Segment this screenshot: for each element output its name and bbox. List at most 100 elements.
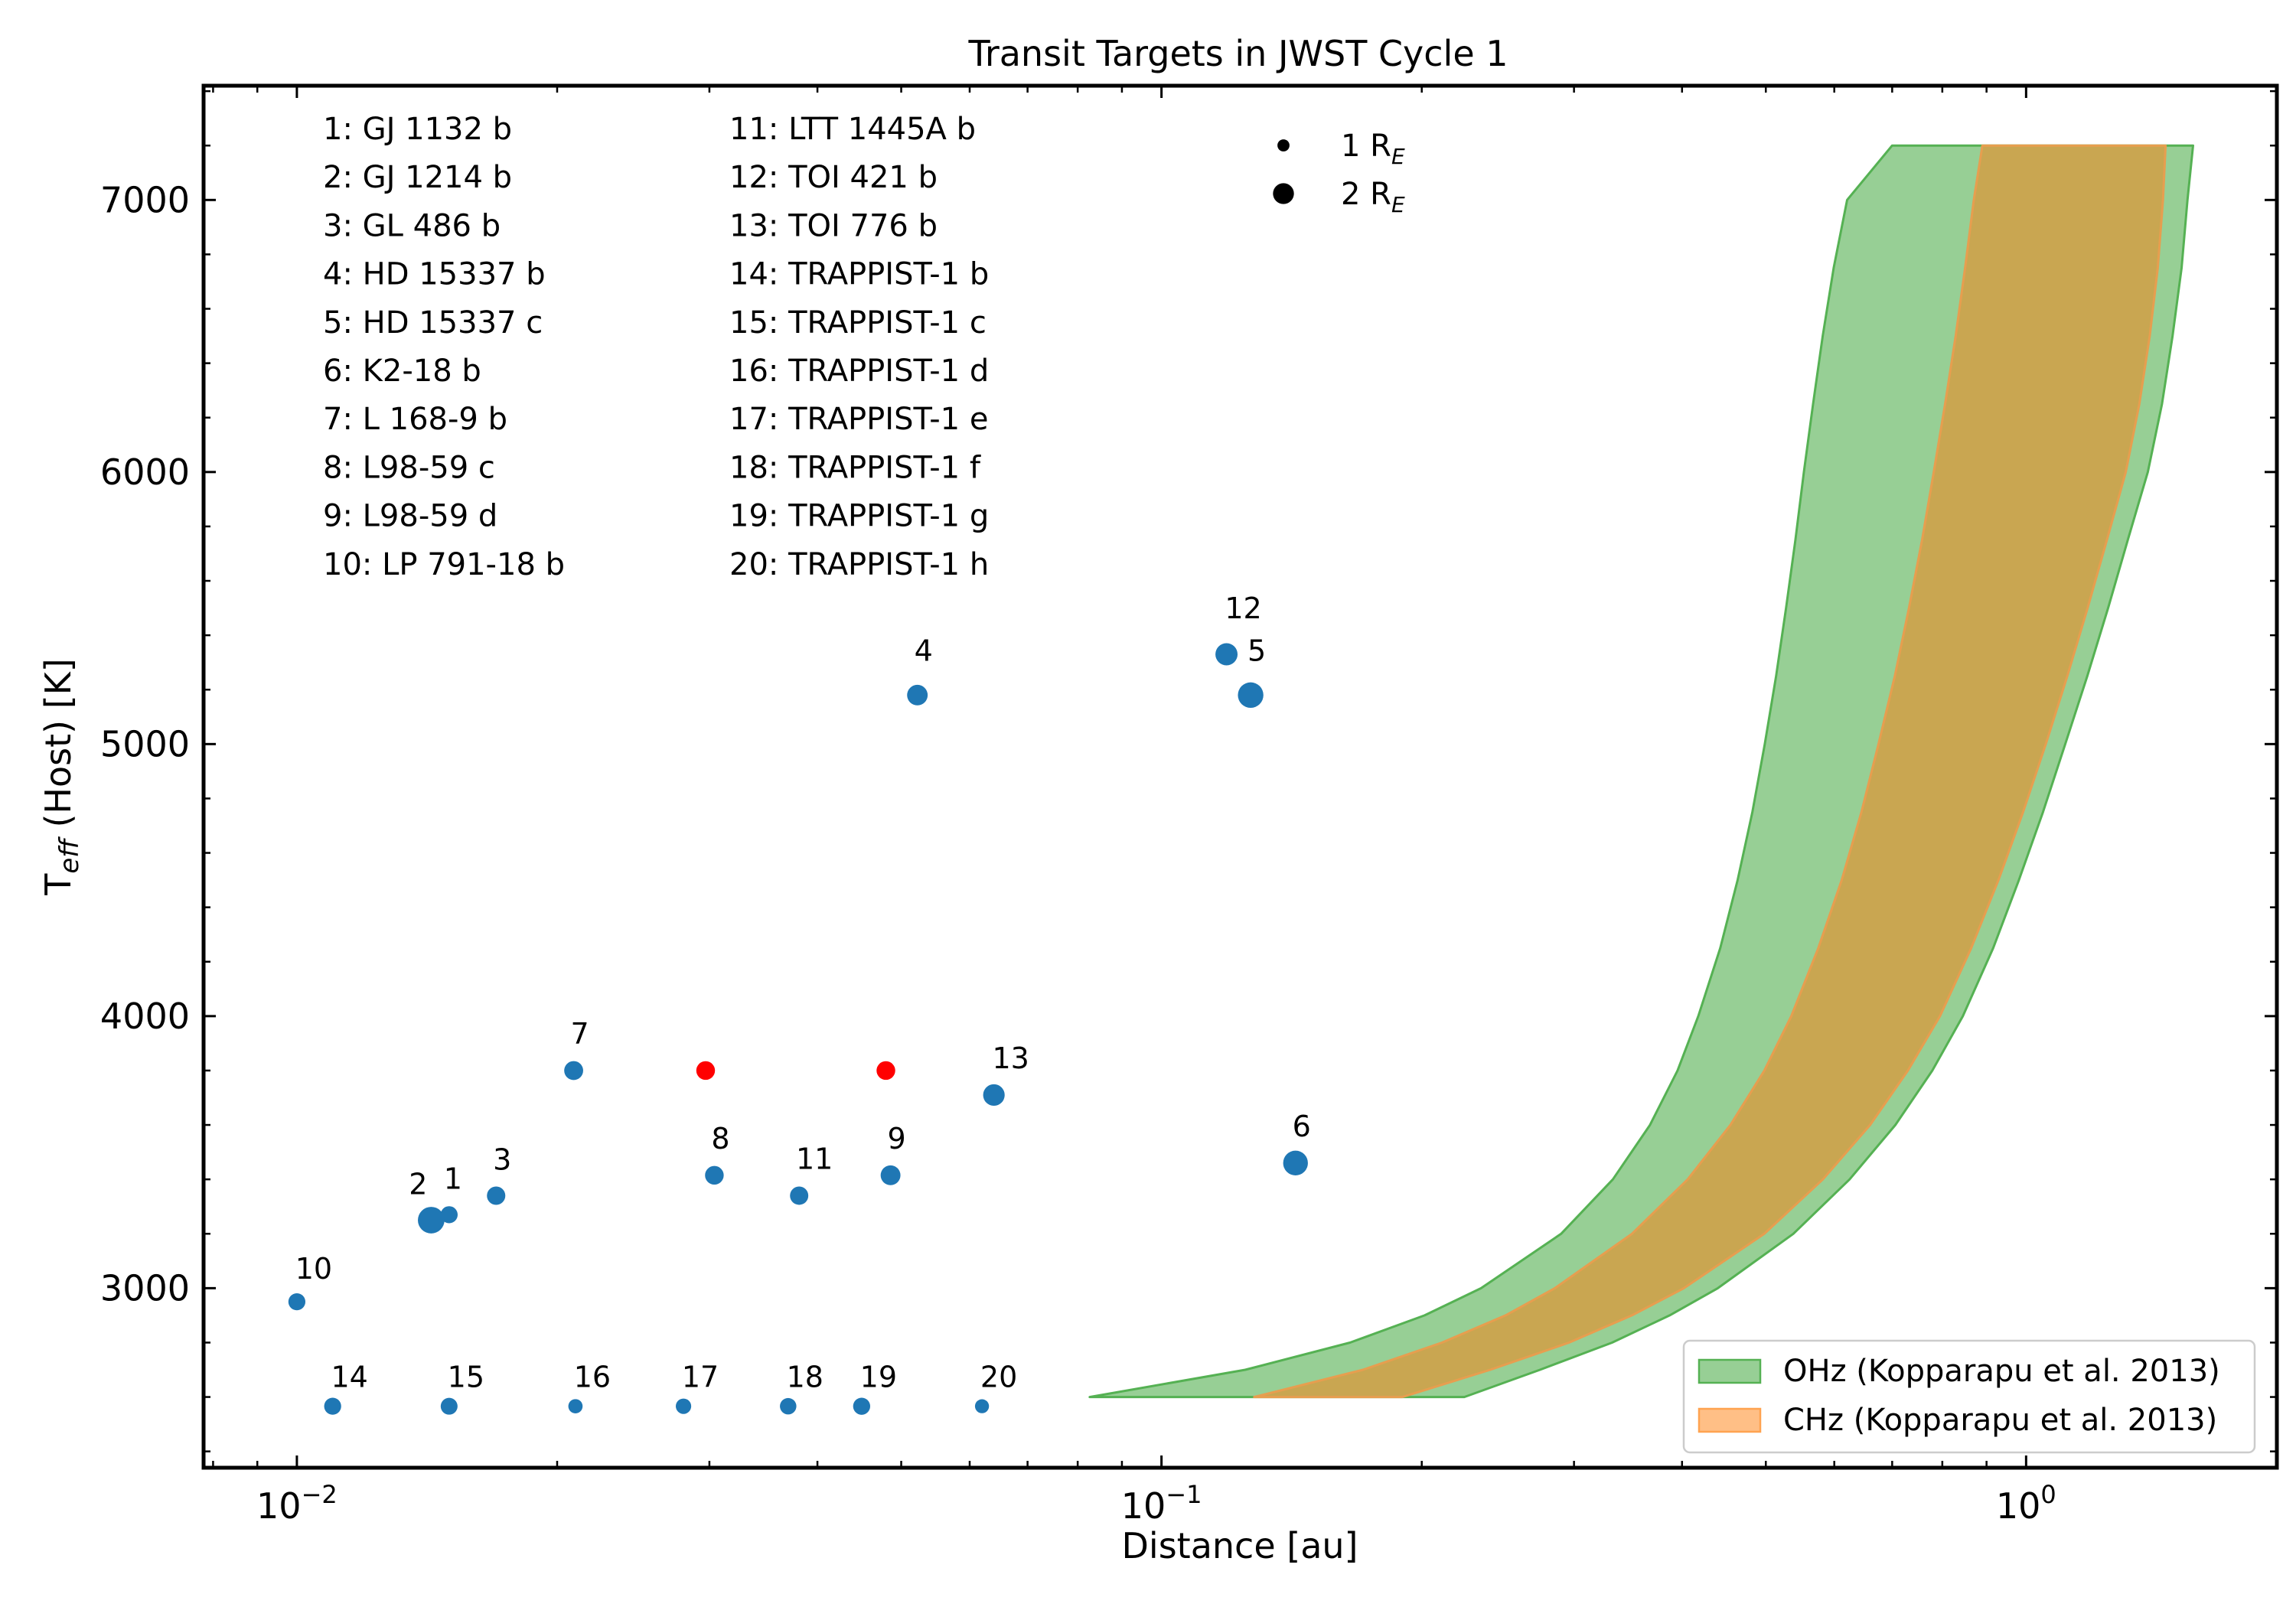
data-point-18 [780,1397,797,1415]
legend-ohz-label: OHz (Kopparapu et al. 2013) [1783,1354,2220,1389]
x-tick-label-base: 10 [1996,1485,2041,1527]
data-point-1 [440,1206,458,1224]
x-tick-label-base: 10 [1121,1485,1166,1527]
y-tick-label-7000: 7000 [100,179,190,220]
data-point-20 [974,1399,990,1413]
size-legend-sub: E [1391,144,1405,169]
chart-title: Transit Targets in JWST Cycle 1 [967,33,1508,74]
axes-frame [201,83,2279,1470]
y-tick-label-6000: 6000 [100,451,190,493]
y-axis-label-rest: (Host) [K] [38,658,79,839]
data-point-7 [564,1061,583,1081]
size-legend-base: 1 R [1341,129,1391,164]
x-tick-label-exponent: 0 [2040,1480,2056,1509]
point-label-11: 11 [796,1142,833,1175]
point-label-17: 17 [682,1361,719,1394]
data-point-10 [288,1293,306,1311]
ohz-band [1088,144,2194,1399]
band-legend-box [1682,1339,2256,1454]
planet-name-14: 14: TRAPPIST-1 b [729,257,989,292]
size-legend-marker-1 [1277,139,1290,152]
point-label-2: 2 [409,1167,427,1201]
point-label-8: 8 [711,1122,729,1156]
size-legend-marker-2 [1273,183,1294,204]
data-point-8 [705,1165,724,1185]
chz-band [1253,144,2167,1399]
planet-name-19: 19: TRAPPIST-1 g [729,499,989,534]
point-label-20: 20 [980,1361,1017,1394]
data-point-14 [324,1397,341,1415]
band-legend: OHz (Kopparapu et al. 2013) CHz (Kopparap… [1682,1339,2256,1454]
highlight-point-2 [876,1061,895,1081]
planet-name-5: 5: HD 15337 c [323,305,543,341]
planet-name-20: 20: TRAPPIST-1 h [729,547,989,582]
point-label-13: 13 [992,1041,1029,1075]
point-label-12: 12 [1225,592,1261,625]
planet-name-3: 3: GL 486 b [323,208,501,243]
planet-name-12: 12: TOI 421 b [729,160,938,195]
point-label-15: 15 [448,1361,484,1394]
x-axis-label: Distance [au] [1122,1525,1358,1566]
data-point-15 [440,1397,458,1415]
plot-content [288,144,2194,1415]
y-axis-label-base: T [38,873,79,896]
legend-ohz-swatch [1698,1358,1762,1384]
point-label-10: 10 [295,1252,332,1286]
size-legend-base: 2 R [1341,177,1391,212]
x-tick-label-base: 10 [256,1485,302,1527]
planet-name-13: 13: TOI 776 b [729,208,938,243]
data-point-16 [568,1399,583,1413]
point-label-16: 16 [574,1361,611,1394]
size-legend-label-2: 2 RE [1341,177,1405,217]
size-legend-sub: E [1391,192,1405,217]
data-point-13 [983,1084,1005,1107]
planet-name-15: 15: TRAPPIST-1 c [729,305,987,341]
point-label-4: 4 [915,634,933,667]
planet-name-9: 9: L98-59 d [323,499,497,534]
planet-name-10: 10: LP 791-18 b [323,547,565,582]
legend-chz-label: CHz (Kopparapu et al. 2013) [1783,1403,2217,1438]
y-axis-label: Teff (Host) [K] [38,658,85,896]
plot-area [288,144,2194,1415]
point-label-5: 5 [1247,634,1266,667]
planet-name-16: 16: TRAPPIST-1 d [729,354,989,389]
planet-name-1: 1: GJ 1132 b [323,112,512,147]
data-point-3 [487,1186,506,1205]
size-legend-label-1: 1 RE [1341,129,1405,169]
planet-name-17: 17: TRAPPIST-1 e [729,402,988,437]
planet-name-7: 7: L 168-9 b [323,402,507,437]
x-tick-label-exponent: −1 [1166,1480,1202,1509]
data-point-5 [1238,682,1264,709]
y-axis-label-subscript: eff [54,836,85,874]
data-point-4 [907,684,928,706]
point-label-6: 6 [1293,1110,1311,1143]
x-tick-label-exponent: −2 [302,1480,338,1509]
point-label-9: 9 [888,1122,906,1156]
planet-name-8: 8: L98-59 c [323,450,495,485]
planet-name-4: 4: HD 15337 b [323,257,546,292]
data-point-19 [853,1397,871,1415]
point-label-3: 3 [493,1143,511,1176]
point-label-19: 19 [860,1361,897,1394]
data-point-2 [418,1207,445,1234]
data-point-12 [1215,643,1238,666]
x-tick-label-0: 100 [1996,1480,2056,1527]
highlight-point-1 [696,1061,716,1081]
data-point-17 [675,1398,692,1414]
x-tick-label-−2: 10−2 [256,1480,338,1527]
planet-name-18: 18: TRAPPIST-1 f [729,450,981,485]
planet-name-2: 2: GJ 1214 b [323,160,512,195]
point-label-1: 1 [444,1162,462,1195]
data-point-11 [790,1186,809,1205]
point-label-18: 18 [787,1361,823,1394]
data-point-6 [1283,1150,1308,1175]
planet-name-11: 11: LTT 1445A b [729,112,976,147]
point-label-14: 14 [331,1361,367,1394]
legend-chz-swatch [1698,1407,1762,1433]
y-tick-label-5000: 5000 [100,723,190,764]
point-label-7: 7 [570,1017,589,1051]
y-tick-label-3000: 3000 [100,1267,190,1309]
